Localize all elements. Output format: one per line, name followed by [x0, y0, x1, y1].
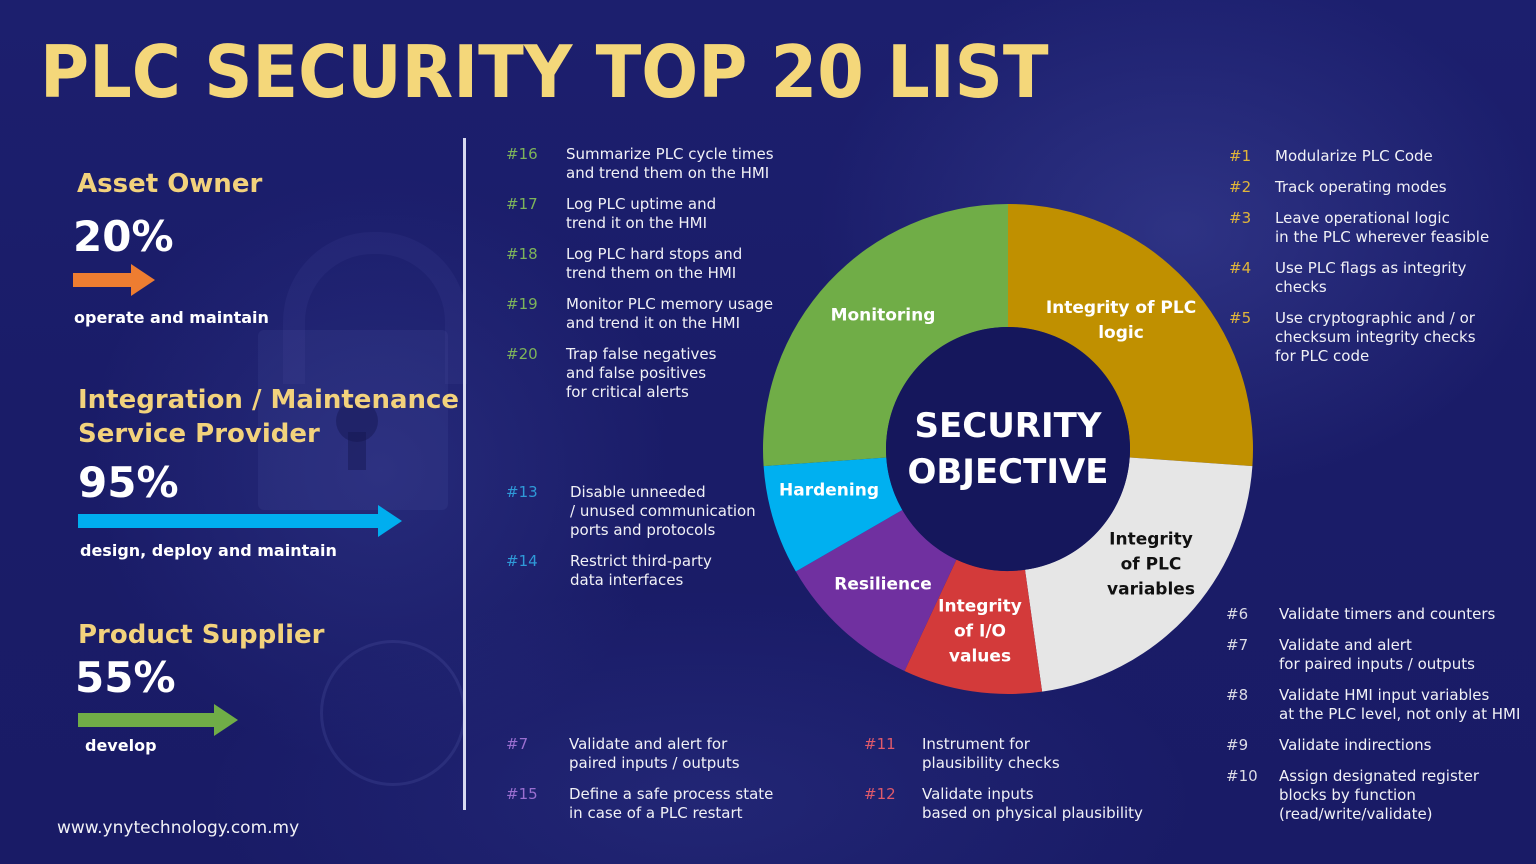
segment-label-io-values: Integrity of I/O values	[938, 596, 1022, 667]
arrow-right-icon	[73, 264, 155, 296]
item-number: #3	[1229, 209, 1252, 227]
item-text: Validate and alert for paired inputs / o…	[1279, 636, 1475, 673]
list-item: #17 Log PLC uptime and trend it on the HM…	[506, 195, 716, 233]
item-number: #1	[1229, 147, 1252, 165]
role-name: Asset Owner	[77, 169, 263, 199]
arrow-right-icon	[78, 505, 402, 537]
item-text: Trap false negatives and false positives…	[566, 345, 717, 401]
role-percent: 55%	[75, 653, 176, 702]
item-number: #9	[1226, 736, 1249, 754]
item-number: #7	[1226, 636, 1249, 654]
role-name-line2: Service Provider	[78, 419, 320, 449]
segment-integrity-plc-logic	[1008, 204, 1253, 467]
item-number: #11	[864, 735, 896, 753]
item-number: #7	[506, 735, 529, 753]
item-number: #8	[1226, 686, 1249, 704]
list-item: #12 Validate inputs based on physical pla…	[864, 785, 1143, 823]
segment-label-plc-variables: Integrity of PLC variables	[1107, 529, 1195, 600]
item-text: Validate inputs based on physical plausi…	[922, 785, 1143, 822]
role-percent: 20%	[73, 212, 174, 261]
item-number: #4	[1229, 259, 1252, 277]
item-number: #10	[1226, 767, 1258, 785]
item-text: Use PLC flags as integrity checks	[1275, 259, 1467, 296]
item-number: #6	[1226, 605, 1249, 623]
list-item: #5 Use cryptographic and / or checksum in…	[1229, 309, 1476, 366]
item-number: #17	[506, 195, 538, 213]
list-item: #4 Use PLC flags as integrity checks	[1229, 259, 1466, 297]
list-item: #7 Validate and alert for paired inputs /…	[506, 735, 740, 773]
list-item: #7 Validate and alert for paired inputs /…	[1226, 636, 1475, 674]
segment-monitoring	[763, 204, 1008, 467]
segment-label-hardening: Hardening	[779, 480, 879, 501]
segment-integrity-io-values	[904, 559, 1043, 694]
item-text: Validate and alert for paired inputs / o…	[569, 735, 740, 772]
list-item: #1 Modularize PLC Code	[1229, 147, 1433, 166]
website-url: www.ynytechnology.com.my	[57, 818, 300, 838]
role-description: design, deploy and maintain	[80, 541, 337, 560]
list-item: #20 Trap false negatives and false positi…	[506, 345, 716, 402]
list-item: #13 Disable unneeded / unused communicati…	[506, 483, 756, 540]
item-text: Define a safe process state in case of a…	[569, 785, 774, 822]
center-label-security-objective: SECURITY OBJECTIVE	[907, 406, 1109, 492]
background-ring	[320, 640, 466, 786]
vertical-divider	[463, 138, 466, 810]
list-item: #18 Log PLC hard stops and trend them on …	[506, 245, 742, 283]
segment-resilience	[795, 510, 957, 671]
item-text: Monitor PLC memory usage and trend it on…	[566, 295, 774, 332]
arrow-right-icon	[78, 704, 238, 736]
segment-label-plc-logic: Integrity of PLC logic	[1045, 298, 1197, 343]
list-item: #9 Validate indirections	[1226, 736, 1431, 755]
item-text: Log PLC uptime and trend it on the HMI	[566, 195, 717, 232]
background-lock-icon	[258, 330, 448, 510]
list-item: #16 Summarize PLC cycle times and trend t…	[506, 145, 774, 183]
donut-center	[886, 327, 1130, 571]
item-text: Track operating modes	[1275, 178, 1447, 196]
background-keyhole	[336, 400, 378, 442]
role-description: develop	[85, 736, 157, 755]
item-text: Log PLC hard stops and trend them on the…	[566, 245, 743, 282]
list-item: #15 Define a safe process state in case o…	[506, 785, 773, 823]
list-item: #8 Validate HMI input variables at the PL…	[1226, 686, 1520, 724]
item-number: #13	[506, 483, 538, 501]
background-keyhole-slot	[348, 432, 366, 470]
segment-hardening	[763, 457, 903, 572]
page-title: PLC SECURITY TOP 20 LIST	[40, 30, 1049, 114]
role-name: Product Supplier	[78, 620, 325, 650]
list-item: #19 Monitor PLC memory usage and trend it…	[506, 295, 773, 333]
list-item: #10 Assign designated register blocks by …	[1226, 767, 1479, 824]
item-number: #2	[1229, 178, 1252, 196]
segment-label-resilience: Resilience	[834, 574, 932, 595]
item-text: Restrict third-party data interfaces	[570, 552, 712, 589]
list-item: #6 Validate timers and counters	[1226, 605, 1495, 624]
item-text: Instrument for plausibility checks	[922, 735, 1060, 772]
item-text: Validate HMI input variables at the PLC …	[1279, 686, 1521, 723]
segment-label-monitoring: Monitoring	[830, 305, 936, 326]
list-item: #3 Leave operational logic in the PLC whe…	[1229, 209, 1489, 247]
list-item: #14 Restrict third-party data interfaces	[506, 552, 712, 590]
security-objective-donut	[763, 204, 1253, 694]
role-percent: 95%	[78, 458, 179, 507]
item-number: #16	[506, 145, 538, 163]
role-name-line1: Integration / Maintenance	[78, 385, 460, 415]
item-number: #12	[864, 785, 896, 803]
item-text: Validate indirections	[1279, 736, 1432, 754]
item-text: Assign designated register blocks by fun…	[1279, 767, 1480, 823]
item-text: Validate timers and counters	[1279, 605, 1496, 623]
item-text: Summarize PLC cycle times and trend them…	[566, 145, 774, 182]
role-description: operate and maintain	[74, 308, 269, 327]
item-number: #14	[506, 552, 538, 570]
segment-integrity-plc-variables	[1025, 457, 1253, 692]
item-number: #20	[506, 345, 538, 363]
item-number: #19	[506, 295, 538, 313]
item-number: #5	[1229, 309, 1252, 327]
item-text: Modularize PLC Code	[1275, 147, 1433, 165]
list-item: #2 Track operating modes	[1229, 178, 1447, 197]
item-text: Disable unneeded / unused communication …	[570, 483, 756, 539]
item-number: #15	[506, 785, 538, 803]
item-text: Leave operational logic in the PLC where…	[1275, 209, 1490, 246]
item-text: Use cryptographic and / or checksum inte…	[1275, 309, 1476, 365]
list-item: #11 Instrument for plausibility checks	[864, 735, 1060, 773]
item-number: #18	[506, 245, 538, 263]
